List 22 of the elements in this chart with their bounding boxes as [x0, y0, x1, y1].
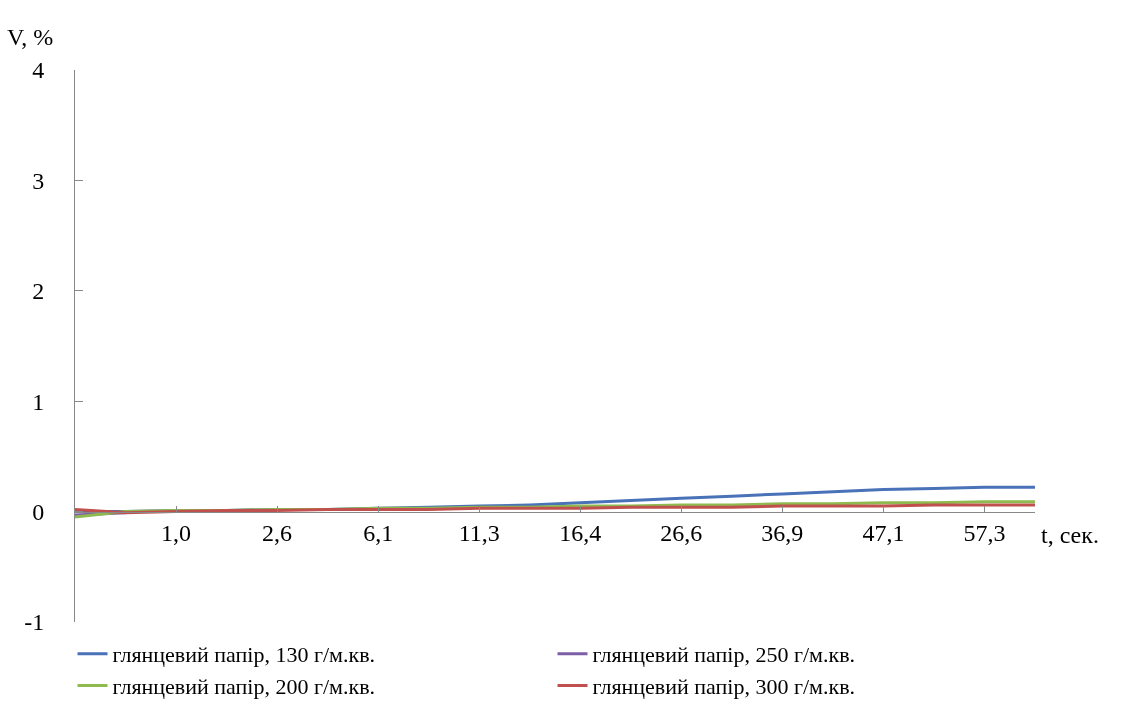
x-tick-label: 6,1: [363, 520, 394, 547]
x-tick-label: 36,9: [761, 520, 804, 547]
x-axis-title: t, сек.: [1041, 522, 1099, 548]
x-tick-label: 11,3: [458, 520, 500, 547]
x-tick-label: 47,1: [862, 520, 905, 547]
y-axis-title: V, %: [7, 24, 54, 50]
x-tick-label: 1,0: [161, 520, 192, 547]
y-tick-label: 0: [32, 499, 45, 525]
legend-label: глянцевий папір, 250 г/м.кв.: [592, 642, 856, 668]
legend-label: глянцевий папір, 300 г/м.кв.: [592, 674, 856, 700]
y-tick-label: 2: [32, 278, 45, 305]
x-tick-label: 57,3: [963, 520, 1006, 547]
x-tick-label: 16,4: [559, 520, 602, 547]
x-tick-label: 2,6: [262, 520, 293, 547]
line-series: [75, 503, 1035, 515]
legend-label: глянцевий папір, 200 г/м.кв.: [112, 674, 376, 700]
y-tick-label: 4: [32, 57, 45, 84]
y-tick-label: 1: [32, 388, 45, 415]
x-tick-label: 26,6: [660, 520, 703, 547]
y-tick-label: 3: [32, 167, 45, 194]
legend-label: глянцевий папір, 130 г/м.кв.: [112, 642, 376, 668]
y-tick-label: -1: [24, 609, 45, 636]
